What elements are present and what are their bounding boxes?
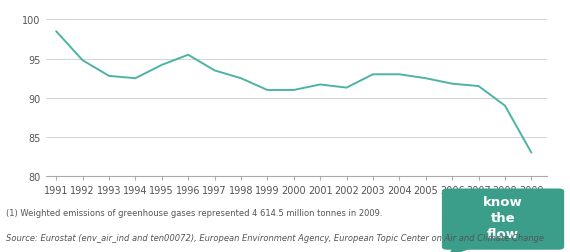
Text: (1) Weighted emissions of greenhouse gases represented 4 614.5 million tonnes in: (1) Weighted emissions of greenhouse gas… bbox=[6, 208, 382, 217]
Text: know
the
flow: know the flow bbox=[483, 196, 523, 241]
Text: Source: Eurostat (env_air_ind and ten00072), European Environment Agency, Europe: Source: Eurostat (env_air_ind and ten000… bbox=[6, 233, 544, 242]
FancyBboxPatch shape bbox=[442, 189, 564, 250]
Polygon shape bbox=[447, 247, 475, 252]
